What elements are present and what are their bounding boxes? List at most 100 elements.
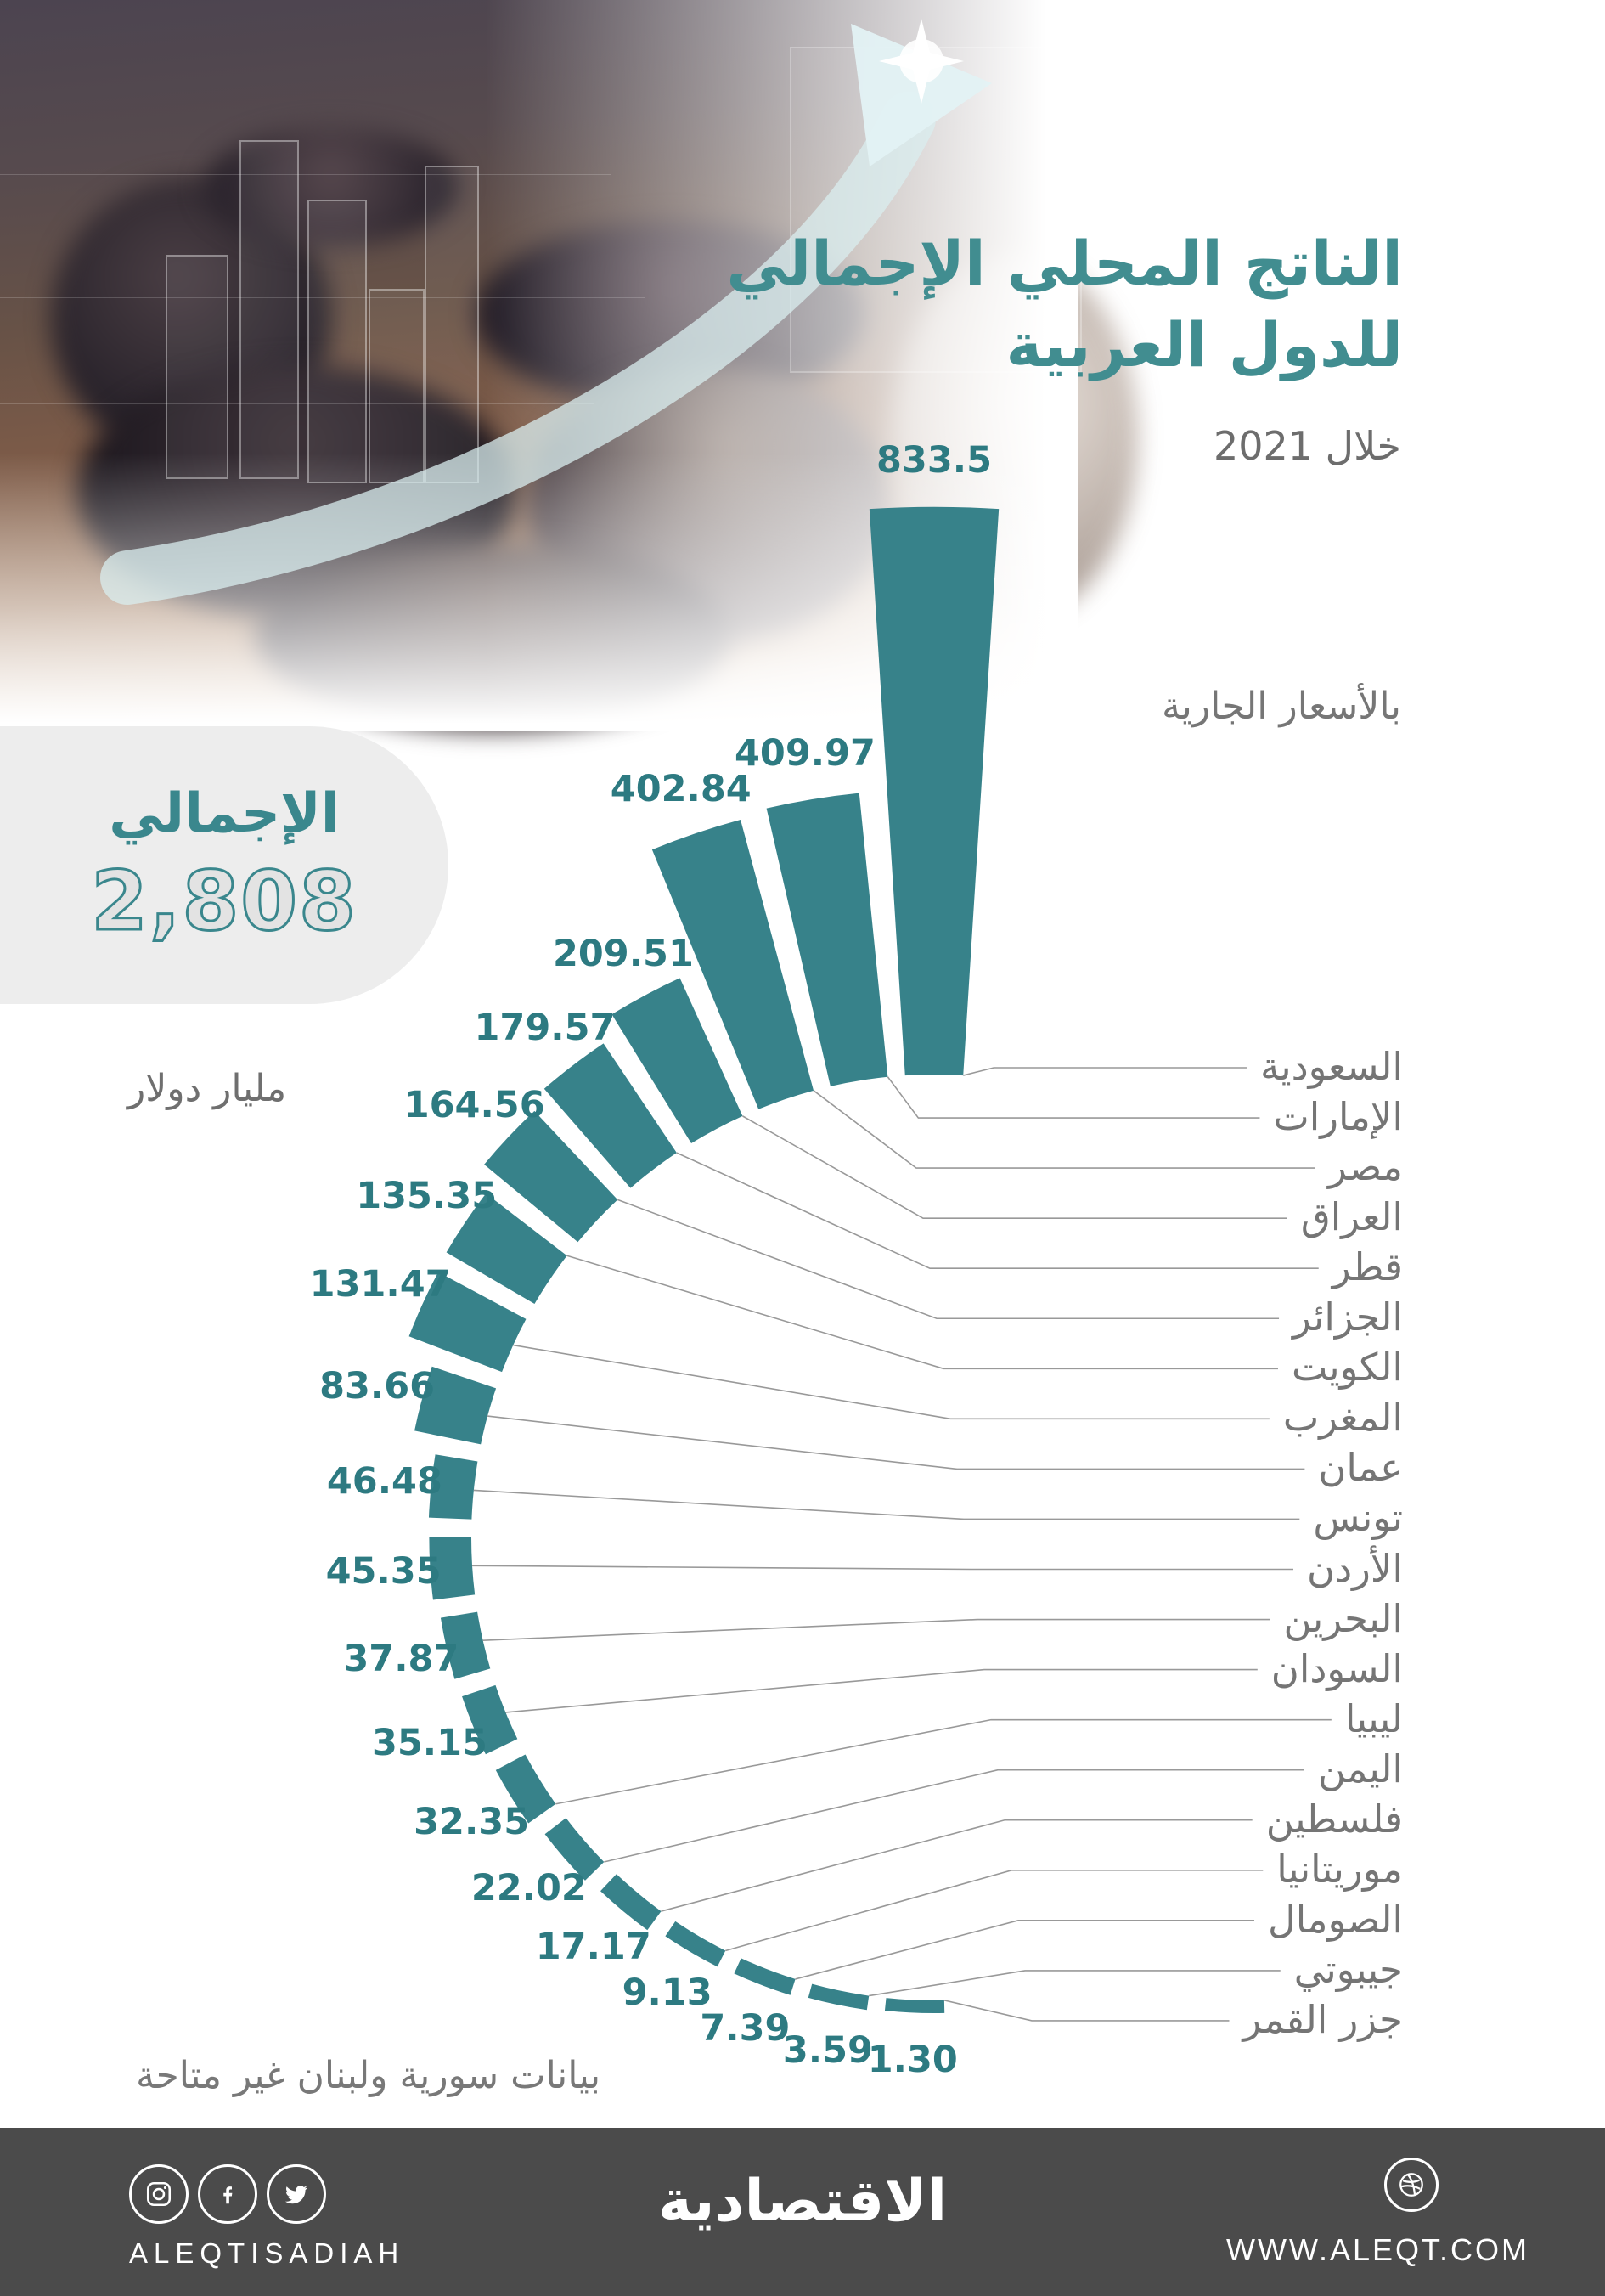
connector-line: [487, 1415, 1305, 1470]
chart-bar-مصر: [651, 819, 814, 1109]
connector-line: [617, 1199, 1280, 1320]
value-label: 35.15: [371, 1722, 487, 1765]
chart-bar-تونس: [428, 1454, 478, 1520]
country-label: البحرين: [1283, 1595, 1403, 1641]
connector-line: [604, 1769, 1304, 1863]
footer-bar: [0, 2128, 1605, 2296]
total-value: 2,808: [90, 852, 358, 950]
connector-line: [943, 2000, 1230, 2022]
chart-bar-الكويت: [446, 1193, 567, 1305]
connector-line: [472, 1565, 1294, 1571]
connector-line: [813, 1090, 1315, 1169]
arrow-shaft: [100, 92, 936, 605]
chart-bar-الإمارات: [766, 793, 888, 1086]
footer-website: WWW.ALEQT.COM: [1226, 2232, 1529, 2267]
facebook-icon: [198, 2164, 257, 2224]
instagram-icon: [129, 2164, 189, 2224]
chart-bar-الأردن: [429, 1536, 476, 1600]
country-label: تونس: [1313, 1495, 1403, 1541]
country-label: جزر القمر: [1242, 1996, 1403, 2042]
chart-bar-الجزائر: [484, 1110, 618, 1243]
value-label: 131.47: [309, 1263, 451, 1306]
value-label: 32.35: [414, 1800, 530, 1843]
value-label: 22.02: [470, 1867, 587, 1910]
value-label: 833.5: [876, 438, 993, 482]
value-label: 164.56: [403, 1083, 545, 1126]
sparkle-star-icon: [879, 19, 964, 104]
chart-bar-اليمن: [544, 1818, 605, 1881]
connector-line: [513, 1344, 1270, 1420]
value-label: 179.57: [474, 1007, 616, 1050]
country-label: المغرب: [1282, 1395, 1403, 1441]
twitter-icon: [267, 2164, 326, 2224]
value-label: 17.17: [535, 1926, 651, 1969]
value-label: 83.66: [319, 1364, 436, 1407]
connector-line: [742, 1115, 1287, 1219]
country-label: ليبيا: [1344, 1695, 1403, 1741]
value-label: 46.48: [326, 1459, 442, 1503]
country-label: مصر: [1328, 1144, 1403, 1190]
price-basis-label: بالأسعار الجارية: [1161, 685, 1401, 728]
connector-line: [725, 1870, 1264, 1952]
chart-bar-عمان: [414, 1366, 497, 1445]
connector-line: [505, 1668, 1258, 1713]
value-label: 9.13: [622, 1971, 712, 2014]
connector-line: [887, 1076, 1260, 1119]
connector-line: [555, 1718, 1332, 1805]
connector-line: [963, 1067, 1247, 1076]
brand-logo: الاقتصادية: [657, 2168, 948, 2235]
country-label: اليمن: [1317, 1746, 1403, 1791]
value-label: 45.35: [325, 1549, 442, 1593]
country-label: الأردن: [1307, 1545, 1403, 1591]
value-label: 402.84: [610, 767, 752, 810]
chart-bar-المغرب: [408, 1272, 527, 1373]
value-label: 409.97: [734, 731, 876, 775]
connector-line: [869, 1970, 1281, 1997]
chart-bar-العراق: [611, 978, 743, 1144]
dribbble-icon: [1384, 2158, 1439, 2212]
total-pill: الإجمالي 2,808: [0, 726, 448, 1004]
footer-handle: ALEQTISADIAH: [129, 2237, 405, 2269]
country-label: العراق: [1300, 1194, 1403, 1240]
connector-line: [795, 1920, 1254, 1980]
chart-bar-جزر القمر: [884, 1998, 945, 2014]
chart-bar-جيبوتي: [808, 1983, 870, 2011]
chart-bar-فلسطين: [600, 1874, 662, 1931]
chart-bar-السعودية: [869, 506, 1000, 1076]
country-label: عمان: [1318, 1445, 1403, 1491]
growth-arrow-icon: [100, 19, 992, 605]
country-label: فلسطين: [1265, 1796, 1403, 1842]
country-label: الصومال: [1268, 1896, 1403, 1942]
title-line1: الناتج المحلي الإجمالي: [726, 228, 1403, 299]
value-label: 7.39: [700, 2007, 791, 2051]
country-label: الجزائر: [1292, 1295, 1403, 1340]
value-label: 209.51: [552, 932, 694, 975]
unit-label: مليار دولار: [127, 1067, 287, 1110]
chart-bar-قطر: [543, 1043, 677, 1188]
value-label: 37.87: [343, 1638, 459, 1681]
country-label: السودان: [1270, 1645, 1403, 1691]
country-label: موريتانيا: [1276, 1846, 1403, 1892]
country-label: قطر: [1332, 1244, 1403, 1290]
country-label: الكويت: [1291, 1345, 1403, 1391]
chart-bar-موريتانيا: [665, 1921, 726, 1967]
connector-line: [482, 1618, 1270, 1642]
country-label: الإمارات: [1273, 1094, 1403, 1140]
connector-line: [676, 1152, 1319, 1269]
period-label: خلال 2021: [1213, 423, 1401, 469]
chart-bar-ليبيا: [495, 1754, 556, 1824]
footnote: بيانات سورية ولبنان غير متاحة: [136, 2054, 601, 2097]
connector-line: [566, 1255, 1278, 1370]
value-label: 135.35: [356, 1175, 498, 1218]
title-line2: للدول العربية: [1005, 309, 1403, 381]
country-label: السعودية: [1259, 1044, 1403, 1089]
country-label: جيبوتي: [1293, 1946, 1403, 1992]
connector-line: [661, 1819, 1253, 1912]
total-label: الإجمالي: [109, 781, 340, 845]
chart-bar-البحرين: [440, 1611, 491, 1679]
value-label: 3.59: [782, 2029, 873, 2072]
value-label: 1.30: [867, 2038, 958, 2081]
connector-line: [473, 1489, 1300, 1520]
